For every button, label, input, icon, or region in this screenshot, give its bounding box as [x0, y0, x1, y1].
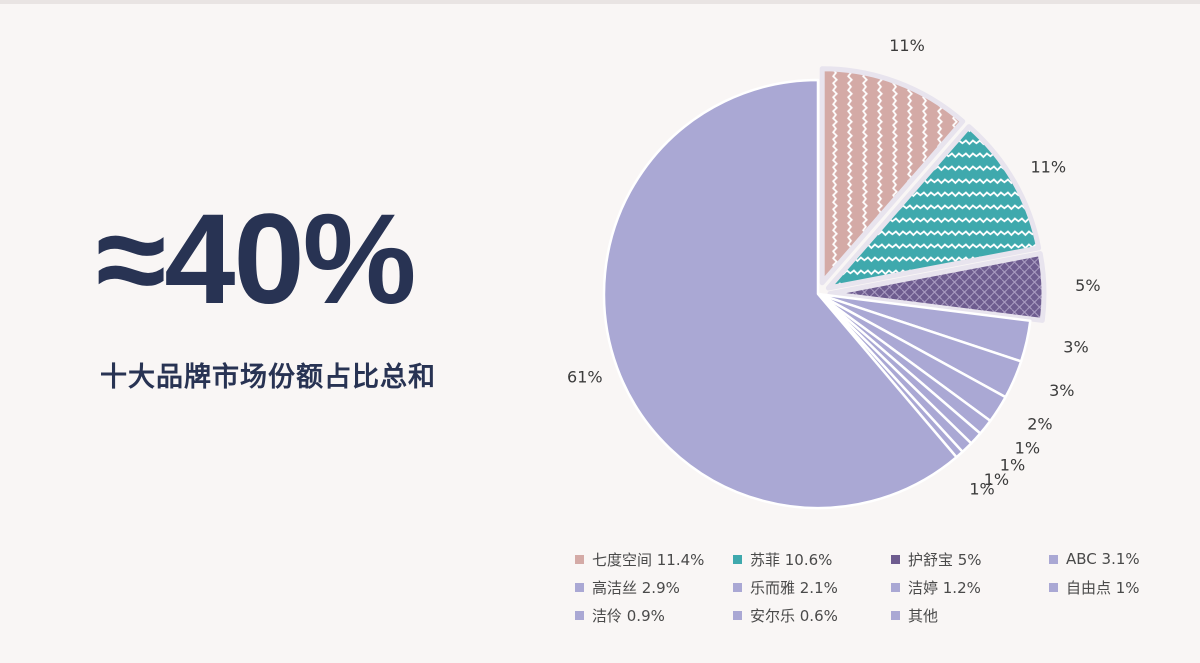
slice-其他: [602, 78, 958, 510]
legend-swatch: [891, 554, 900, 564]
legend-swatch: [891, 582, 900, 592]
headline-caption: 十大品牌市场份额占比总和: [100, 362, 436, 393]
legend-swatch: [733, 582, 742, 592]
slice-护舒宝: [827, 251, 1047, 323]
legend-item: 安尔乐 0.6%: [733, 604, 891, 626]
legend-label: 高洁丝 2.9%: [592, 578, 680, 597]
legend-label: 七度空间 11.4%: [592, 550, 705, 569]
legend-label: 安尔乐 0.6%: [750, 606, 838, 625]
legend-swatch: [891, 610, 900, 620]
legend-swatch: [1049, 554, 1058, 564]
legend-item: 护舒宝 5%: [891, 548, 1049, 570]
slice-label: 5%: [1075, 276, 1100, 295]
legend-item: 其他: [891, 604, 1049, 626]
legend-item: 洁伶 0.9%: [575, 604, 733, 626]
legend-label: 其他: [908, 606, 939, 625]
legend-item: 乐而雅 2.1%: [733, 576, 891, 598]
legend-item: 洁婷 1.2%: [891, 576, 1049, 598]
slice-苏菲: [825, 124, 1042, 291]
legend-item: 自由点 1%: [1049, 576, 1175, 598]
legend-label: ABC 3.1%: [1066, 550, 1140, 568]
legend-label: 护舒宝 5%: [908, 550, 982, 569]
pie-labels: 11%11%5%3%3%2%1%1%1%1%61%: [567, 36, 1101, 498]
legend-label: 洁伶 0.9%: [592, 606, 665, 625]
legend-item: 七度空间 11.4%: [575, 548, 733, 570]
legend-swatch: [575, 582, 584, 592]
slice-label: 11%: [889, 36, 925, 55]
slice-label: 1%: [1000, 455, 1025, 474]
legend-swatch: [733, 610, 742, 620]
legend-swatch: [1049, 582, 1058, 592]
slice-label: 3%: [1049, 381, 1074, 400]
top-divider: [0, 0, 1200, 4]
slice-label: 2%: [1027, 414, 1052, 433]
slice-label: 3%: [1063, 338, 1088, 357]
headline-value: ≈40%: [96, 188, 416, 331]
slice-label: 61%: [567, 367, 603, 386]
pie-slices: [602, 66, 1047, 510]
slice-label: 1%: [984, 470, 1009, 489]
slice-七度空间: [819, 66, 966, 286]
legend-swatch: [733, 554, 742, 564]
legend-label: 洁婷 1.2%: [908, 578, 981, 597]
slice-label: 1%: [969, 480, 994, 499]
legend-swatch: [575, 610, 584, 620]
legend-item: ABC 3.1%: [1049, 548, 1175, 570]
legend-label: 乐而雅 2.1%: [750, 578, 838, 597]
slice-label: 11%: [1030, 157, 1066, 176]
slice-label: 1%: [1015, 439, 1040, 458]
legend-label: 自由点 1%: [1066, 578, 1140, 597]
legend-item: 苏菲 10.6%: [733, 548, 891, 570]
legend-label: 苏菲 10.6%: [750, 550, 833, 569]
legend-item: 高洁丝 2.9%: [575, 576, 733, 598]
legend: 七度空间 11.4% 苏菲 10.6% 护舒宝 5% ABC 3.1% 高洁丝 2.9%…: [575, 548, 1175, 626]
legend-swatch: [575, 554, 584, 564]
